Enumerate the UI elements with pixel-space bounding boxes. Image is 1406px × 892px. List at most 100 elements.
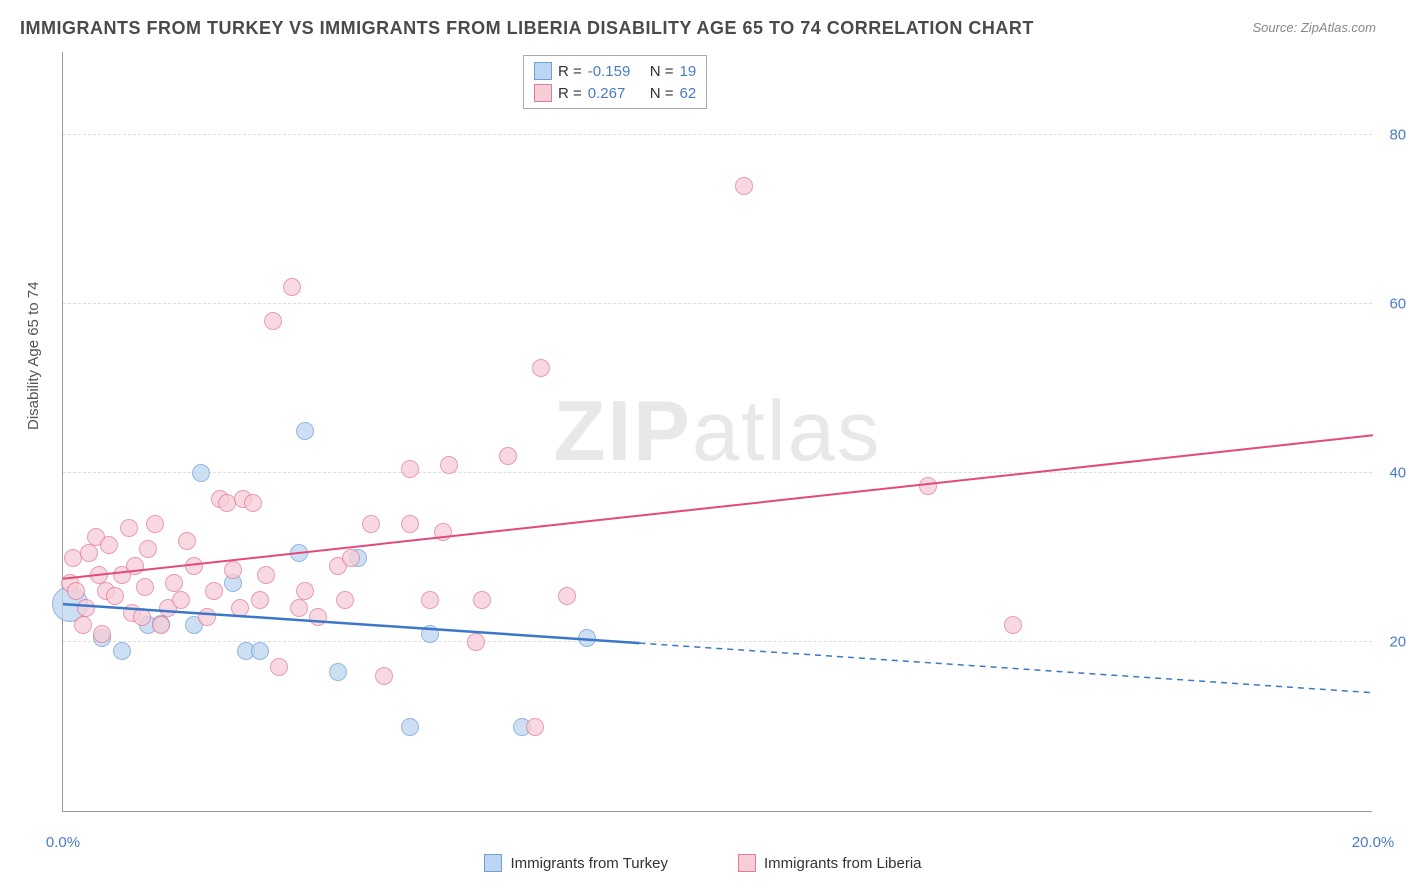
data-point-turkey bbox=[421, 625, 439, 643]
source-credit: Source: ZipAtlas.com bbox=[1252, 20, 1376, 35]
data-point-liberia bbox=[205, 582, 223, 600]
data-point-liberia bbox=[342, 549, 360, 567]
chart-container: IMMIGRANTS FROM TURKEY VS IMMIGRANTS FRO… bbox=[0, 0, 1406, 892]
y-tick-label: 20.0% bbox=[1389, 634, 1406, 651]
x-tick-label: 20.0% bbox=[1352, 834, 1395, 851]
data-point-turkey bbox=[329, 663, 347, 681]
bottom-legend-swatch-turkey bbox=[484, 854, 502, 872]
data-point-liberia bbox=[93, 625, 111, 643]
grid-line bbox=[63, 303, 1372, 304]
data-point-liberia bbox=[120, 519, 138, 537]
data-point-turkey bbox=[251, 642, 269, 660]
data-point-liberia bbox=[362, 515, 380, 533]
data-point-liberia bbox=[467, 633, 485, 651]
legend-r-value-liberia: 0.267 bbox=[588, 85, 644, 102]
data-point-liberia bbox=[336, 591, 354, 609]
data-point-turkey bbox=[296, 422, 314, 440]
data-point-turkey bbox=[401, 718, 419, 736]
legend-swatch-liberia bbox=[534, 84, 552, 102]
data-point-liberia bbox=[290, 599, 308, 617]
data-point-liberia bbox=[100, 536, 118, 554]
data-point-liberia bbox=[283, 278, 301, 296]
data-point-liberia bbox=[178, 532, 196, 550]
data-point-liberia bbox=[64, 549, 82, 567]
data-point-liberia bbox=[264, 312, 282, 330]
data-point-liberia bbox=[224, 561, 242, 579]
data-point-liberia bbox=[401, 515, 419, 533]
data-point-liberia bbox=[558, 587, 576, 605]
y-tick-label: 80.0% bbox=[1389, 127, 1406, 144]
data-point-liberia bbox=[375, 667, 393, 685]
data-point-liberia bbox=[80, 544, 98, 562]
series-legend: Immigrants from Turkey Immigrants from Li… bbox=[0, 854, 1406, 872]
grid-line bbox=[63, 134, 1372, 135]
data-point-liberia bbox=[526, 718, 544, 736]
legend-row-liberia: R =0.267N =62 bbox=[534, 82, 696, 104]
data-point-liberia bbox=[296, 582, 314, 600]
correlation-legend: R =-0.159N =19R =0.267N =62 bbox=[523, 55, 707, 109]
legend-row-turkey: R = -0.159 N = 19 bbox=[534, 60, 696, 82]
data-point-liberia bbox=[146, 515, 164, 533]
source-name: ZipAtlas.com bbox=[1301, 20, 1376, 35]
data-point-liberia bbox=[165, 574, 183, 592]
data-point-turkey bbox=[290, 544, 308, 562]
watermark-bold: ZIP bbox=[554, 384, 692, 479]
legend-n-value-turkey: 19 bbox=[680, 63, 697, 80]
data-point-liberia bbox=[218, 494, 236, 512]
bottom-legend-swatch-liberia bbox=[738, 854, 756, 872]
data-point-liberia bbox=[136, 578, 154, 596]
data-point-liberia bbox=[244, 494, 262, 512]
data-point-liberia bbox=[77, 599, 95, 617]
data-point-liberia bbox=[231, 599, 249, 617]
data-point-liberia bbox=[270, 658, 288, 676]
bottom-legend-item-liberia: Immigrants from Liberia bbox=[738, 854, 922, 872]
legend-r-value-turkey: -0.159 bbox=[588, 63, 644, 80]
data-point-liberia bbox=[126, 557, 144, 575]
grid-line bbox=[63, 472, 1372, 473]
y-axis-title: Disability Age 65 to 74 bbox=[25, 282, 42, 430]
legend-swatch-turkey bbox=[534, 62, 552, 80]
data-point-liberia bbox=[139, 540, 157, 558]
legend-r-label: R = bbox=[558, 85, 582, 102]
data-point-liberia bbox=[251, 591, 269, 609]
chart-plot-area: ZIPatlas 20.0%40.0%60.0%80.0%0.0%20.0% bbox=[62, 52, 1372, 812]
bottom-legend-label-turkey: Immigrants from Turkey bbox=[510, 855, 668, 872]
data-point-liberia bbox=[152, 616, 170, 634]
data-point-turkey bbox=[113, 642, 131, 660]
data-point-liberia bbox=[133, 608, 151, 626]
legend-n-label: N = bbox=[650, 63, 674, 80]
data-point-liberia bbox=[919, 477, 937, 495]
data-point-liberia bbox=[172, 591, 190, 609]
legend-r-label: R = bbox=[558, 63, 582, 80]
y-tick-label: 60.0% bbox=[1389, 296, 1406, 313]
data-point-liberia bbox=[421, 591, 439, 609]
data-point-liberia bbox=[90, 566, 108, 584]
data-point-liberia bbox=[257, 566, 275, 584]
data-point-liberia bbox=[499, 447, 517, 465]
data-point-turkey bbox=[192, 464, 210, 482]
data-point-liberia bbox=[185, 557, 203, 575]
data-point-liberia bbox=[532, 359, 550, 377]
data-point-liberia bbox=[309, 608, 327, 626]
trend-line-dashed-turkey bbox=[639, 643, 1373, 693]
data-point-liberia bbox=[106, 587, 124, 605]
watermark: ZIPatlas bbox=[554, 383, 882, 481]
data-point-liberia bbox=[198, 608, 216, 626]
data-point-liberia bbox=[74, 616, 92, 634]
data-point-liberia bbox=[440, 456, 458, 474]
source-label: Source: bbox=[1252, 20, 1300, 35]
bottom-legend-item-turkey: Immigrants from Turkey bbox=[484, 854, 668, 872]
data-point-liberia bbox=[67, 582, 85, 600]
trend-lines bbox=[63, 51, 1373, 811]
chart-title: IMMIGRANTS FROM TURKEY VS IMMIGRANTS FRO… bbox=[20, 18, 1034, 39]
data-point-liberia bbox=[434, 523, 452, 541]
data-point-liberia bbox=[735, 177, 753, 195]
data-point-liberia bbox=[401, 460, 419, 478]
y-tick-label: 40.0% bbox=[1389, 465, 1406, 482]
legend-n-value-liberia: 62 bbox=[680, 85, 697, 102]
data-point-turkey bbox=[578, 629, 596, 647]
data-point-liberia bbox=[473, 591, 491, 609]
data-point-liberia bbox=[1004, 616, 1022, 634]
bottom-legend-label-liberia: Immigrants from Liberia bbox=[764, 855, 922, 872]
watermark-light: atlas bbox=[692, 384, 882, 479]
